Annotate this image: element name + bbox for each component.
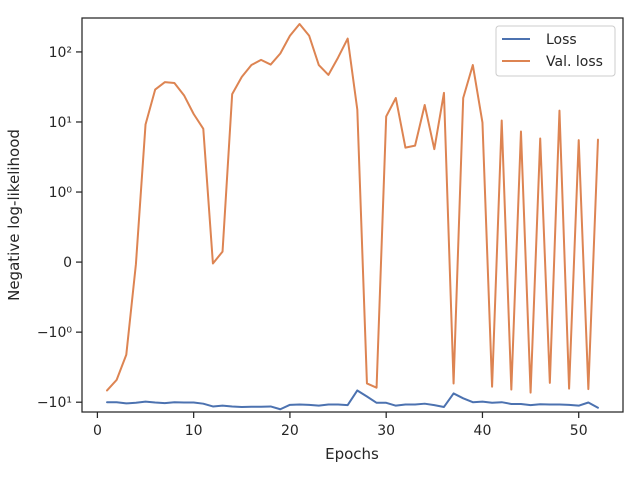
x-tick-label: 0 (93, 423, 102, 439)
series-layer (106, 23, 599, 411)
axes-frame (81, 17, 624, 413)
x-tick-label: 50 (570, 423, 588, 439)
x-tick-label: 30 (377, 423, 395, 439)
legend-label-loss: Loss (546, 32, 577, 48)
y-tick-label: 0 (63, 255, 72, 271)
y-tick-label: 10² (49, 45, 72, 61)
x-axis-ticks: 0 10 20 30 40 50 (93, 412, 588, 439)
x-tick-label: 40 (474, 423, 492, 439)
y-tick-label: −10⁰ (37, 325, 73, 341)
legend-label-val-loss: Val. loss (546, 54, 603, 70)
y-tick-label: −10¹ (37, 395, 72, 411)
x-tick-label: 10 (185, 423, 203, 439)
legend: Loss Val. loss (495, 25, 616, 77)
y-axis-ticks: −10¹ −10⁰ 0 10⁰ 10¹ 10² (37, 45, 82, 411)
y-axis-label: Negative log-likelihood (5, 129, 23, 301)
series-line-loss (106, 389, 599, 411)
y-tick-label: 10¹ (49, 115, 72, 131)
x-axis-label: Epochs (325, 445, 379, 463)
y-tick-label: 10⁰ (49, 185, 73, 201)
series-line-val-loss (106, 23, 599, 394)
x-tick-label: 20 (281, 423, 299, 439)
